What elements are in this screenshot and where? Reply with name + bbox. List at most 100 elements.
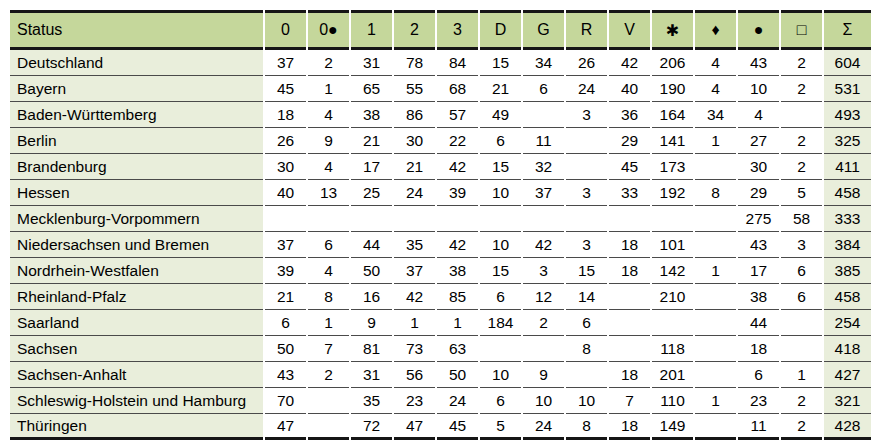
- cell-one: 44: [351, 232, 392, 258]
- cell-r: 10: [566, 388, 607, 414]
- table-header: Status00●123DGRV✱♦●□Σ: [10, 10, 871, 50]
- cell-circle: 23: [738, 388, 779, 414]
- cell-three: 84: [437, 50, 478, 76]
- cell-square: 3: [781, 232, 822, 258]
- cell-two: [394, 206, 435, 232]
- cell-v: 18: [609, 258, 650, 284]
- cell-circle: 44: [738, 310, 779, 336]
- cell-g: 10: [523, 388, 564, 414]
- cell-two: 73: [394, 336, 435, 362]
- cell-two: 78: [394, 50, 435, 76]
- cell-asterisk: 206: [652, 50, 693, 76]
- table-container: Status00●123DGRV✱♦●□Σ Deutschland3723178…: [0, 0, 876, 440]
- cell-zero: 18: [265, 102, 306, 128]
- cell-circle: 38: [738, 284, 779, 310]
- cell-g: 12: [523, 284, 564, 310]
- cell-sigma: 254: [824, 310, 871, 336]
- cell-sigma: 333: [824, 206, 871, 232]
- cell-circle: 6: [738, 362, 779, 388]
- cell-zero-dot: 2: [308, 50, 349, 76]
- cell-zero-dot: [308, 206, 349, 232]
- cell-r: 3: [566, 102, 607, 128]
- cell-zero-dot: 6: [308, 232, 349, 258]
- cell-square: 58: [781, 206, 822, 232]
- cell-asterisk: 110: [652, 388, 693, 414]
- column-header-v: V: [609, 10, 650, 50]
- cell-diamond: [695, 284, 736, 310]
- cell-zero-dot: 4: [308, 154, 349, 180]
- cell-g: [523, 336, 564, 362]
- cell-three: 39: [437, 180, 478, 206]
- status-table: Status00●123DGRV✱♦●□Σ Deutschland3723178…: [8, 10, 873, 440]
- cell-zero: 21: [265, 284, 306, 310]
- cell-two: 47: [394, 414, 435, 440]
- cell-d: 6: [480, 128, 521, 154]
- cell-diamond: 8: [695, 180, 736, 206]
- row-label: Mecklenburg-Vorpommern: [10, 206, 263, 232]
- cell-g: 3: [523, 258, 564, 284]
- cell-square: 6: [781, 284, 822, 310]
- cell-sigma: 428: [824, 414, 871, 440]
- cell-two: 24: [394, 180, 435, 206]
- cell-asterisk: 210: [652, 284, 693, 310]
- row-label: Schleswig-Holstein und Hamburg: [10, 388, 263, 414]
- cell-sigma: 385: [824, 258, 871, 284]
- cell-two: 56: [394, 362, 435, 388]
- cell-circle: 17: [738, 258, 779, 284]
- cell-v: 33: [609, 180, 650, 206]
- table-row: Sachsen-Anhalt4323156501091820161427: [10, 362, 871, 388]
- cell-d: 6: [480, 388, 521, 414]
- cell-asterisk: 164: [652, 102, 693, 128]
- table-row: Thüringen47724745524818149112428: [10, 414, 871, 440]
- cell-circle: 29: [738, 180, 779, 206]
- cell-zero: 40: [265, 180, 306, 206]
- cell-r: [566, 362, 607, 388]
- cell-zero: 45: [265, 76, 306, 102]
- cell-v: 18: [609, 232, 650, 258]
- cell-square: [781, 310, 822, 336]
- cell-r: [566, 206, 607, 232]
- table-row: Schleswig-Holstein und Hamburg7035232461…: [10, 388, 871, 414]
- cell-circle: 4: [738, 102, 779, 128]
- cell-diamond: 4: [695, 50, 736, 76]
- cell-r: [566, 154, 607, 180]
- cell-square: 2: [781, 128, 822, 154]
- cell-v: [609, 336, 650, 362]
- cell-two: 35: [394, 232, 435, 258]
- cell-g: 24: [523, 414, 564, 440]
- cell-square: 5: [781, 180, 822, 206]
- cell-sigma: 418: [824, 336, 871, 362]
- cell-g: 37: [523, 180, 564, 206]
- cell-v: [609, 206, 650, 232]
- cell-one: 81: [351, 336, 392, 362]
- cell-v: [609, 310, 650, 336]
- cell-zero-dot: 2: [308, 362, 349, 388]
- column-header-r: R: [566, 10, 607, 50]
- cell-d: 15: [480, 50, 521, 76]
- column-header-one: 1: [351, 10, 392, 50]
- cell-three: 50: [437, 362, 478, 388]
- table-row: Hessen401325243910373331928295458: [10, 180, 871, 206]
- cell-r: 24: [566, 76, 607, 102]
- table-row: Niedersachsen und Bremen3764435421042318…: [10, 232, 871, 258]
- cell-sigma: 411: [824, 154, 871, 180]
- cell-one: 65: [351, 76, 392, 102]
- cell-two: 1: [394, 310, 435, 336]
- cell-asterisk: 192: [652, 180, 693, 206]
- cell-sigma: 493: [824, 102, 871, 128]
- cell-square: 2: [781, 154, 822, 180]
- cell-asterisk: 173: [652, 154, 693, 180]
- cell-r: 6: [566, 310, 607, 336]
- cell-one: 38: [351, 102, 392, 128]
- cell-zero: 50: [265, 336, 306, 362]
- cell-v: 42: [609, 50, 650, 76]
- cell-asterisk: 118: [652, 336, 693, 362]
- cell-v: 18: [609, 414, 650, 440]
- cell-r: 3: [566, 180, 607, 206]
- cell-g: 6: [523, 76, 564, 102]
- column-header-asterisk: ✱: [652, 10, 693, 50]
- row-label: Bayern: [10, 76, 263, 102]
- table-row: Deutschland372317884153426422064432604: [10, 50, 871, 76]
- table-row: Mecklenburg-Vorpommern27558333: [10, 206, 871, 232]
- cell-three: 42: [437, 232, 478, 258]
